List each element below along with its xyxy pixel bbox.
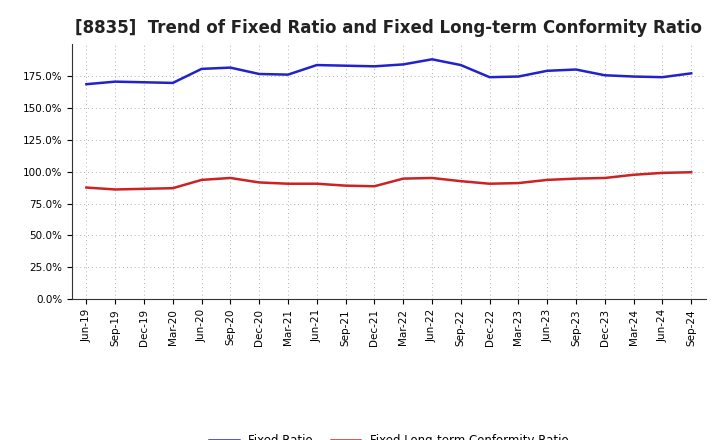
Fixed Ratio [168, 80, 177, 85]
Fixed Long-term Conformity Ratio [514, 180, 523, 186]
Fixed Long-term Conformity Ratio [284, 181, 292, 187]
Fixed Ratio [428, 57, 436, 62]
Fixed Long-term Conformity Ratio [226, 175, 235, 180]
Fixed Ratio [255, 71, 264, 77]
Line: Fixed Ratio: Fixed Ratio [86, 59, 691, 84]
Fixed Long-term Conformity Ratio [255, 180, 264, 185]
Fixed Ratio [370, 64, 379, 69]
Fixed Ratio [341, 63, 350, 68]
Fixed Long-term Conformity Ratio [543, 177, 552, 183]
Fixed Ratio [572, 67, 580, 72]
Fixed Long-term Conformity Ratio [168, 186, 177, 191]
Fixed Ratio [399, 62, 408, 67]
Fixed Ratio [514, 74, 523, 79]
Fixed Long-term Conformity Ratio [312, 181, 321, 187]
Fixed Long-term Conformity Ratio [370, 183, 379, 189]
Legend: Fixed Ratio, Fixed Long-term Conformity Ratio: Fixed Ratio, Fixed Long-term Conformity … [204, 429, 573, 440]
Fixed Ratio [658, 74, 667, 80]
Fixed Long-term Conformity Ratio [629, 172, 638, 177]
Line: Fixed Long-term Conformity Ratio: Fixed Long-term Conformity Ratio [86, 172, 691, 190]
Fixed Ratio [140, 80, 148, 85]
Fixed Long-term Conformity Ratio [197, 177, 206, 183]
Fixed Long-term Conformity Ratio [572, 176, 580, 181]
Fixed Long-term Conformity Ratio [485, 181, 494, 187]
Fixed Ratio [111, 79, 120, 84]
Fixed Long-term Conformity Ratio [399, 176, 408, 181]
Fixed Long-term Conformity Ratio [456, 179, 465, 184]
Fixed Long-term Conformity Ratio [600, 175, 609, 180]
Fixed Long-term Conformity Ratio [82, 185, 91, 190]
Fixed Long-term Conformity Ratio [111, 187, 120, 192]
Fixed Ratio [629, 74, 638, 79]
Fixed Long-term Conformity Ratio [687, 169, 696, 175]
Fixed Ratio [284, 72, 292, 77]
Fixed Ratio [543, 68, 552, 73]
Fixed Ratio [687, 71, 696, 76]
Fixed Ratio [456, 62, 465, 68]
Fixed Ratio [485, 74, 494, 80]
Fixed Long-term Conformity Ratio [341, 183, 350, 188]
Title: [8835]  Trend of Fixed Ratio and Fixed Long-term Conformity Ratio: [8835] Trend of Fixed Ratio and Fixed Lo… [76, 19, 702, 37]
Fixed Ratio [600, 73, 609, 78]
Fixed Ratio [197, 66, 206, 72]
Fixed Long-term Conformity Ratio [140, 186, 148, 191]
Fixed Long-term Conformity Ratio [428, 175, 436, 180]
Fixed Ratio [226, 65, 235, 70]
Fixed Ratio [312, 62, 321, 68]
Fixed Long-term Conformity Ratio [658, 170, 667, 176]
Fixed Ratio [82, 81, 91, 87]
